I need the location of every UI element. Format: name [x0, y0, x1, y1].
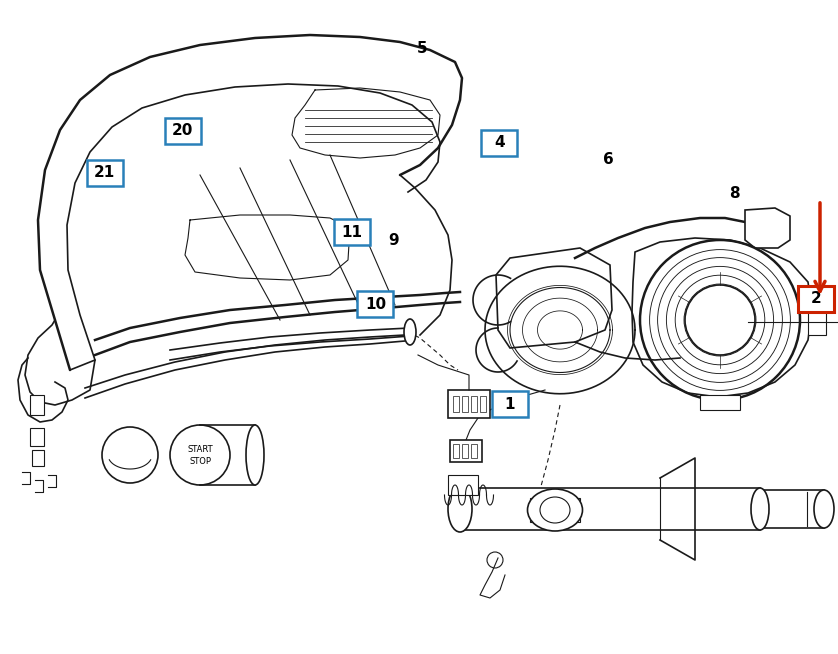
Polygon shape: [496, 248, 612, 348]
Ellipse shape: [404, 319, 416, 345]
Bar: [165, 118, 200, 144]
Bar: [530, 498, 580, 522]
Bar: [471, 396, 477, 412]
Bar: [482, 129, 517, 156]
Text: 6: 6: [603, 152, 613, 167]
Text: START: START: [187, 445, 213, 455]
Bar: [471, 444, 477, 458]
Ellipse shape: [527, 489, 582, 531]
Text: 11: 11: [341, 225, 363, 239]
Bar: [334, 219, 370, 245]
Bar: [30, 395, 44, 415]
Bar: [762, 490, 824, 528]
Ellipse shape: [448, 486, 472, 532]
Text: 5: 5: [417, 41, 427, 56]
Text: 10: 10: [365, 297, 386, 311]
Ellipse shape: [751, 488, 769, 530]
Text: 2: 2: [811, 292, 821, 306]
Text: 21: 21: [94, 165, 116, 180]
Bar: [358, 291, 393, 317]
Bar: [30, 428, 44, 446]
Bar: [450, 440, 482, 462]
Bar: [453, 444, 459, 458]
Bar: [462, 444, 468, 458]
Text: 4: 4: [494, 135, 504, 150]
Bar: [453, 396, 459, 412]
Bar: [462, 396, 468, 412]
Text: 9: 9: [389, 233, 399, 247]
Polygon shape: [745, 208, 790, 248]
Bar: [700, 395, 740, 410]
Ellipse shape: [540, 497, 570, 523]
Polygon shape: [632, 238, 812, 397]
Bar: [32, 450, 44, 466]
Bar: [460, 488, 760, 530]
Text: STOP: STOP: [189, 458, 211, 466]
Text: 20: 20: [172, 124, 194, 138]
Text: 8: 8: [729, 186, 739, 201]
Ellipse shape: [246, 425, 264, 485]
Bar: [480, 396, 486, 412]
Bar: [448, 390, 490, 418]
Bar: [87, 160, 122, 186]
Bar: [448, 475, 478, 495]
Bar: [492, 391, 527, 417]
Ellipse shape: [814, 490, 834, 528]
Bar: [799, 286, 834, 312]
Bar: [808, 305, 826, 335]
Text: 1: 1: [504, 397, 515, 411]
